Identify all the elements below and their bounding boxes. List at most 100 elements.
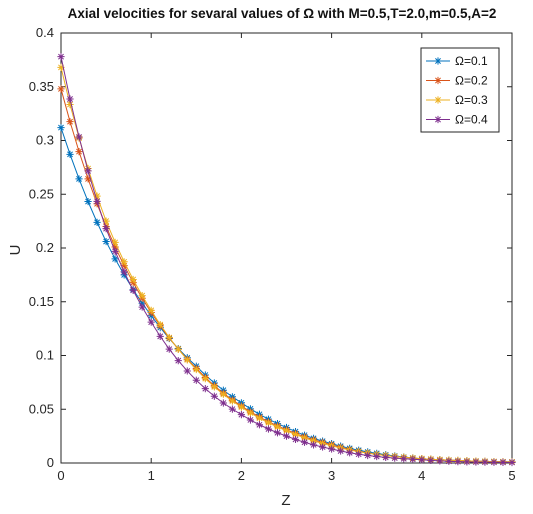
legend-label: Ω=0.2 <box>455 74 488 88</box>
data-point-marker <box>391 454 399 462</box>
data-point-marker <box>228 405 236 413</box>
legend-label: Ω=0.3 <box>455 93 488 107</box>
data-point-marker <box>418 456 426 464</box>
data-point-marker <box>490 458 498 466</box>
data-point-marker <box>409 455 417 463</box>
data-point-marker <box>300 438 309 446</box>
data-point-marker <box>192 376 200 384</box>
data-point-marker <box>373 452 381 461</box>
y-axis-label: U <box>7 245 24 256</box>
data-point-marker <box>346 449 354 457</box>
data-point-marker <box>434 96 442 104</box>
data-point-marker <box>264 425 273 433</box>
data-point-marker <box>219 399 227 407</box>
data-point-marker <box>364 451 372 460</box>
data-point-marker <box>328 445 336 453</box>
data-point-marker <box>66 150 74 158</box>
data-point-marker <box>434 57 442 65</box>
data-point-marker <box>445 457 453 465</box>
data-point-marker <box>93 192 101 200</box>
x-tick-label: 4 <box>418 468 425 483</box>
data-point-marker <box>111 255 119 263</box>
data-point-marker <box>264 419 273 427</box>
data-point-marker <box>138 303 146 311</box>
data-point-marker <box>111 238 119 246</box>
data-point-marker <box>156 320 164 329</box>
x-tick-label: 2 <box>238 468 245 483</box>
series-layer <box>57 53 516 467</box>
data-point-marker <box>156 332 164 340</box>
data-point-marker <box>165 345 173 353</box>
data-point-marker <box>147 318 155 326</box>
data-point-marker <box>102 225 110 233</box>
data-point-marker <box>84 167 92 175</box>
y-tick-label: 0.15 <box>29 294 54 309</box>
data-point-marker <box>454 458 462 466</box>
data-point-marker <box>246 416 255 424</box>
data-point-marker <box>57 63 65 71</box>
data-point-marker <box>165 333 173 342</box>
data-point-marker <box>138 299 146 307</box>
data-point-marker <box>129 286 137 294</box>
data-point-marker <box>75 175 83 183</box>
data-point-marker <box>192 365 200 374</box>
data-point-marker <box>499 458 507 466</box>
y-tick-label: 0.05 <box>29 401 54 416</box>
data-point-marker <box>102 237 110 246</box>
data-point-marker <box>120 262 128 270</box>
data-point-marker <box>318 443 327 451</box>
data-point-marker <box>291 435 300 444</box>
y-tick-label: 0.2 <box>36 240 54 255</box>
data-point-marker <box>481 458 489 466</box>
data-point-marker <box>75 147 83 156</box>
data-point-marker <box>57 53 65 61</box>
data-point-marker <box>237 403 245 411</box>
data-point-marker <box>228 397 236 405</box>
legend-label: Ω=0.1 <box>455 54 488 68</box>
y-tick-label: 0.25 <box>29 186 54 201</box>
legend-box <box>420 47 500 133</box>
data-point-marker <box>472 458 480 466</box>
y-tick-label: 0 <box>47 455 54 470</box>
data-point-marker <box>57 124 65 132</box>
y-tick-label: 0.35 <box>29 79 54 94</box>
data-point-marker <box>355 450 363 458</box>
data-point-marker <box>255 414 264 422</box>
legend-entry: Ω=0.2 <box>426 74 488 88</box>
data-point-marker <box>111 247 119 255</box>
x-tick-label: 3 <box>328 468 335 483</box>
data-point-marker <box>291 430 300 439</box>
y-tick-label: 0.4 <box>36 25 54 40</box>
data-point-marker <box>273 429 282 437</box>
data-point-marker <box>382 453 390 461</box>
data-point-marker <box>66 95 74 103</box>
data-point-marker <box>273 423 282 431</box>
legend-entry: Ω=0.3 <box>426 93 488 107</box>
data-point-marker <box>237 411 245 419</box>
data-point-marker <box>434 115 442 124</box>
data-point-marker <box>337 447 345 455</box>
y-tick-label: 0.3 <box>36 133 54 148</box>
data-point-marker <box>120 268 128 276</box>
data-point-marker <box>129 275 137 284</box>
data-point-marker <box>174 345 182 353</box>
data-point-marker <box>201 375 209 383</box>
x-tick-label: 0 <box>57 468 64 483</box>
x-axis-label: Z <box>281 492 290 509</box>
data-point-marker <box>84 197 92 206</box>
data-point-marker <box>219 390 227 398</box>
data-point-marker <box>138 292 146 300</box>
data-point-marker <box>436 457 444 465</box>
data-point-marker <box>400 455 408 463</box>
data-point-marker <box>463 458 471 466</box>
y-tick-label: 0.1 <box>36 348 54 363</box>
legend-entry: Ω=0.4 <box>426 113 488 127</box>
data-point-marker <box>84 175 92 183</box>
data-point-marker <box>174 357 182 365</box>
data-point-marker <box>66 100 74 109</box>
data-point-marker <box>183 367 191 375</box>
data-point-marker <box>508 458 516 467</box>
x-tick-label: 5 <box>508 468 515 483</box>
data-point-marker <box>282 432 291 440</box>
